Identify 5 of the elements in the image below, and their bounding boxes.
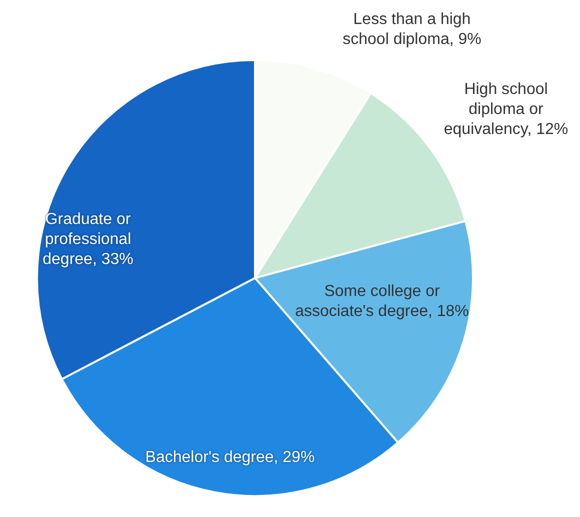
slice-label: High school diploma or equivalency, 12% — [442, 80, 570, 140]
slice-label: Less than a high school diploma, 9% — [342, 10, 482, 50]
slice-label: Bachelor's degree, 29% — [145, 448, 315, 468]
slice-label: Graduate or professional degree, 33% — [42, 210, 134, 270]
slice-label: Some college or associate's degree, 18% — [294, 282, 470, 322]
